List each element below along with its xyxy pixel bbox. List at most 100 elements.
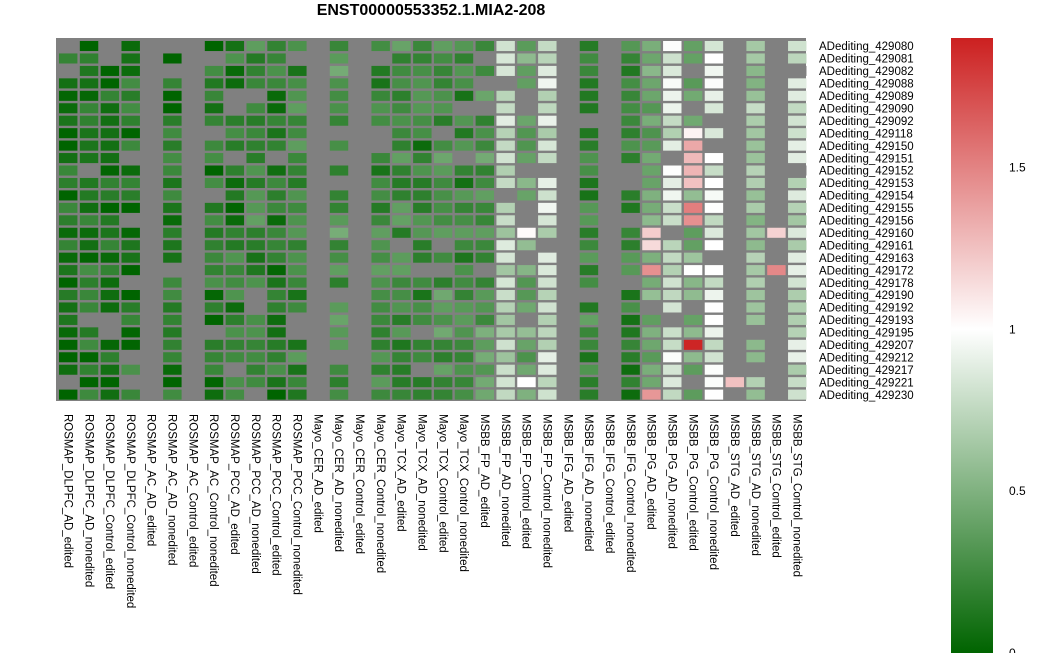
heatmap-cell (371, 140, 390, 151)
heatmap-cell (100, 227, 120, 238)
heatmap-cell (767, 90, 786, 101)
heatmap-cell (183, 314, 203, 325)
heatmap-cell (59, 352, 78, 363)
heatmap-cell (100, 140, 120, 151)
heatmap-cell (204, 302, 224, 313)
heatmap-cell (454, 215, 474, 226)
heatmap-cell (204, 202, 224, 213)
heatmap-cell (600, 115, 620, 126)
heatmap-cell (746, 90, 765, 101)
heatmap-cell (329, 153, 349, 164)
heatmap-cell (642, 389, 661, 400)
heatmap-cell (621, 78, 640, 89)
heatmap-cell (142, 140, 161, 151)
heatmap-cell (413, 65, 432, 76)
heatmap-cell (663, 53, 682, 64)
heatmap-cell (579, 339, 599, 350)
heatmap-cell (642, 277, 661, 288)
heatmap-cell (267, 265, 286, 276)
heatmap-cell (788, 339, 807, 350)
heatmap-cell (767, 389, 786, 400)
heatmap-cell (329, 202, 349, 213)
heatmap-cell (642, 128, 661, 139)
heatmap-cell (204, 327, 224, 338)
heatmap-cell (79, 352, 99, 363)
heatmap-cell (183, 302, 203, 313)
heatmap-cell (183, 202, 203, 213)
heatmap-cell (183, 128, 203, 139)
heatmap-cell (371, 202, 390, 213)
heatmap-cell (308, 240, 328, 251)
heatmap-cell (288, 314, 307, 325)
heatmap-cell (433, 190, 453, 201)
heatmap-cell (517, 265, 536, 276)
heatmap-cell (454, 90, 474, 101)
heatmap-cell (246, 202, 265, 213)
heatmap-cell (413, 215, 432, 226)
heatmap-cell (704, 339, 724, 350)
heatmap-cell (579, 128, 599, 139)
heatmap-cell (496, 103, 515, 114)
heatmap-cell (142, 65, 161, 76)
heatmap-cell (163, 140, 182, 151)
heatmap-cell (558, 128, 578, 139)
heatmap-cell (767, 227, 786, 238)
heatmap-cell (579, 290, 599, 301)
heatmap-cell (725, 41, 744, 52)
heatmap-cell (350, 227, 370, 238)
heatmap-cell (225, 215, 245, 226)
heatmap-cell (121, 41, 140, 52)
heatmap-cell (79, 153, 99, 164)
heatmap-cell (725, 78, 744, 89)
heatmap-cell (204, 128, 224, 139)
heatmap-cell (621, 140, 640, 151)
column-label: Mayo_CER_Control_edited (353, 414, 365, 554)
heatmap-cell (413, 252, 432, 263)
heatmap-cell (267, 277, 286, 288)
heatmap-cell (558, 190, 578, 201)
heatmap-cell (558, 165, 578, 176)
column-label: Mayo_TCX_Control_edited (436, 414, 448, 553)
heatmap-cell (621, 165, 640, 176)
heatmap-cell (267, 53, 286, 64)
column-label: ROSMAP_AC_Control_nonedited (207, 414, 219, 587)
heatmap-cell (558, 90, 578, 101)
heatmap-cell (329, 240, 349, 251)
row-label: ADediting_429090 (819, 103, 914, 115)
heatmap-cell (517, 153, 536, 164)
heatmap-cell (308, 190, 328, 201)
heatmap-cell (475, 41, 495, 52)
row-label: ADediting_429217 (819, 365, 914, 377)
heatmap-cell (558, 78, 578, 89)
heatmap-cell (329, 327, 349, 338)
heatmap-cell (204, 314, 224, 325)
heatmap-cell (267, 190, 286, 201)
heatmap-cell (204, 377, 224, 388)
column-label: Mayo_CER_AD_edited (311, 414, 323, 533)
heatmap-cell (558, 364, 578, 375)
heatmap-cell (288, 177, 307, 188)
heatmap-cell (413, 53, 432, 64)
heatmap-cell (183, 140, 203, 151)
heatmap-cell (642, 290, 661, 301)
heatmap-cell (788, 302, 807, 313)
heatmap-cell (413, 41, 432, 52)
heatmap-cell (163, 90, 182, 101)
heatmap-cell (142, 78, 161, 89)
heatmap-cell (746, 352, 765, 363)
heatmap-cell (538, 265, 557, 276)
heatmap-cell (433, 252, 453, 263)
heatmap-cell (225, 140, 245, 151)
heatmap-cell (600, 240, 620, 251)
heatmap-cell (204, 290, 224, 301)
heatmap-cell (725, 177, 744, 188)
heatmap-cell (371, 302, 390, 313)
heatmap-cell (621, 177, 640, 188)
heatmap-cell (267, 314, 286, 325)
heatmap-cell (267, 153, 286, 164)
heatmap-cell (517, 140, 536, 151)
heatmap-cell (59, 90, 78, 101)
heatmap-cell (100, 78, 120, 89)
heatmap-cell (308, 78, 328, 89)
heatmap-cell (183, 377, 203, 388)
